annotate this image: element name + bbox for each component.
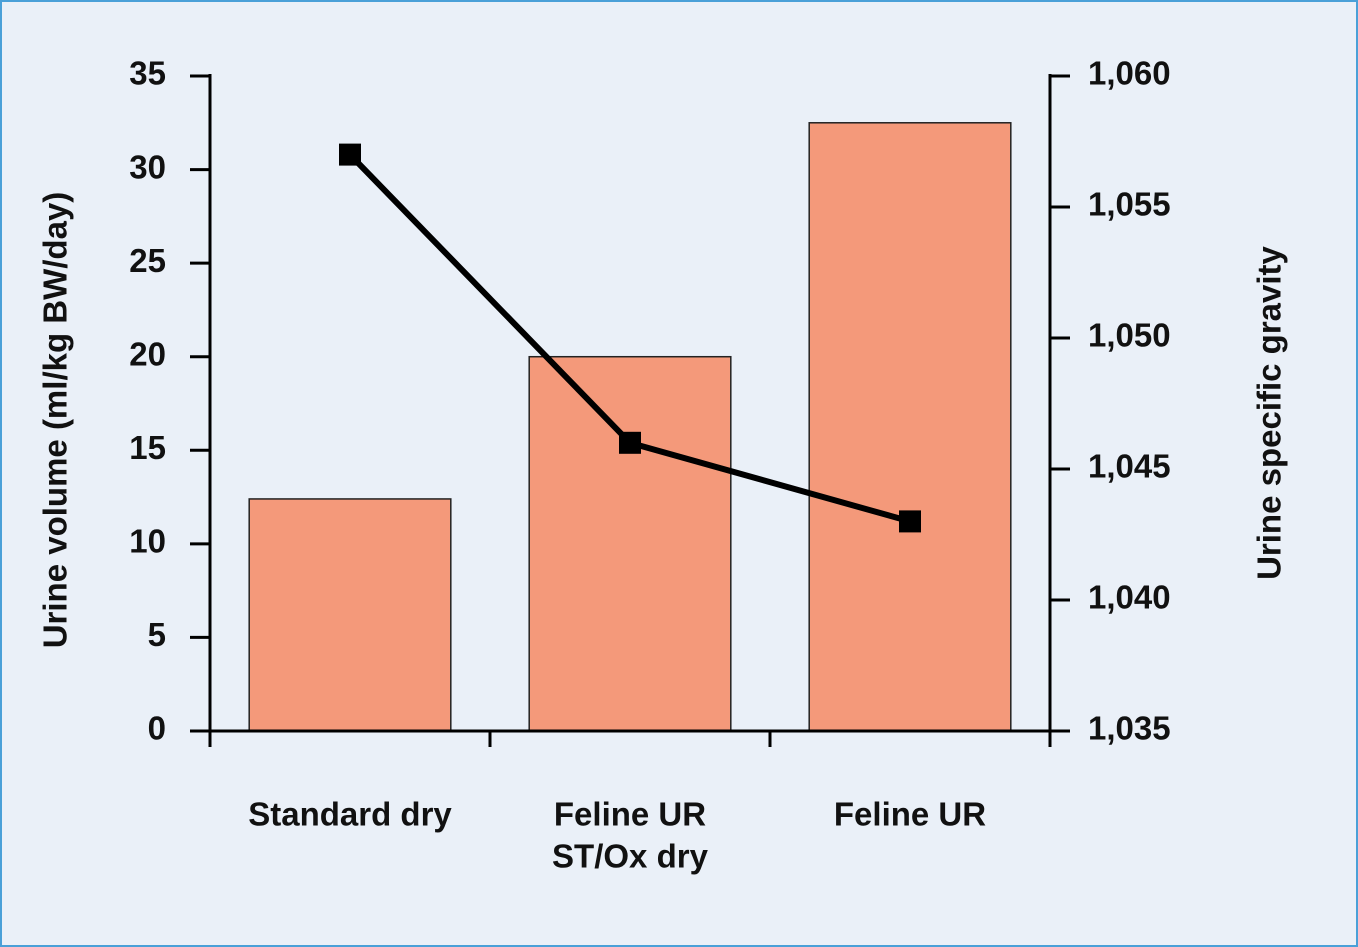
- y2-tick-label: 1,040: [1088, 579, 1171, 616]
- y2-axis-label: Urine specific gravity: [1251, 245, 1288, 579]
- y-tick-label: 35: [129, 55, 166, 92]
- y-tick-label: 5: [148, 616, 166, 653]
- y-tick-label: 30: [129, 148, 166, 185]
- line-marker: [619, 431, 641, 454]
- y-tick-label: 10: [129, 523, 166, 560]
- y2-tick-label: 1,045: [1088, 448, 1171, 485]
- x-tick-label: Feline UR: [554, 796, 706, 833]
- x-tick-label: Feline UR: [834, 796, 986, 833]
- line-marker: [339, 143, 361, 166]
- x-tick-label: ST/Ox dry: [552, 838, 709, 875]
- line-marker: [899, 510, 921, 533]
- y-tick-label: 25: [129, 242, 166, 279]
- x-tick-label: Standard dry: [248, 796, 452, 833]
- y2-tick-label: 1,050: [1088, 317, 1171, 354]
- y2-tick-label: 1,055: [1088, 186, 1171, 223]
- y-tick-label: 0: [148, 710, 166, 747]
- bar: [528, 355, 732, 732]
- y-axis-label: Urine volume (ml/kg BW/day): [37, 192, 74, 649]
- bar: [248, 498, 452, 732]
- y2-tick-label: 1,060: [1088, 55, 1171, 92]
- bar: [808, 122, 1012, 732]
- y-tick-label: 15: [129, 429, 166, 466]
- y-tick-label: 20: [129, 335, 166, 372]
- y2-tick-label: 1,035: [1088, 710, 1171, 747]
